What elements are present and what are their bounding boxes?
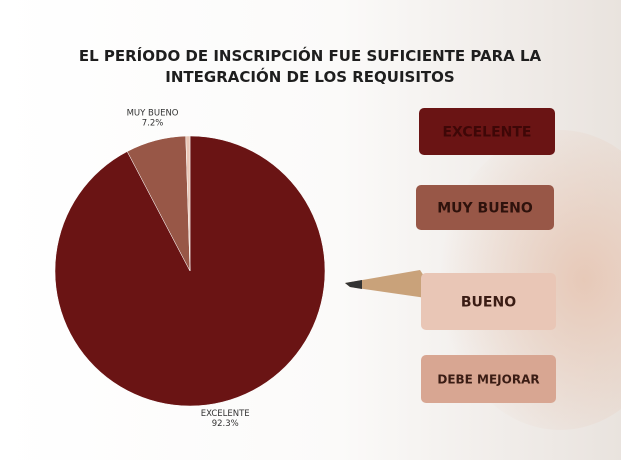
pencil-tip (345, 280, 362, 289)
slice-value-label: 7.2% (142, 118, 164, 128)
legend-label: BUENO (461, 295, 516, 311)
chart-title: EL PERÍODO DE INSCRIPCIÓN FUE SUFICIENTE… (78, 47, 542, 86)
legend-label: EXCELENTE (442, 125, 531, 141)
legend-label: DEBE MEJORAR (437, 373, 539, 387)
pencil (345, 270, 440, 300)
slice-category-label: MUY BUENO (127, 108, 179, 118)
slice-category-label: EXCELENTE (201, 409, 250, 419)
slice-value-label: 92.3% (212, 419, 239, 429)
legend-swatch (419, 108, 555, 155)
pie-slice (185, 135, 191, 272)
legend-swatch (421, 355, 556, 403)
legend-swatch (421, 273, 556, 330)
legend-label: MUY BUENO (437, 201, 533, 217)
legend-swatch (416, 185, 554, 230)
